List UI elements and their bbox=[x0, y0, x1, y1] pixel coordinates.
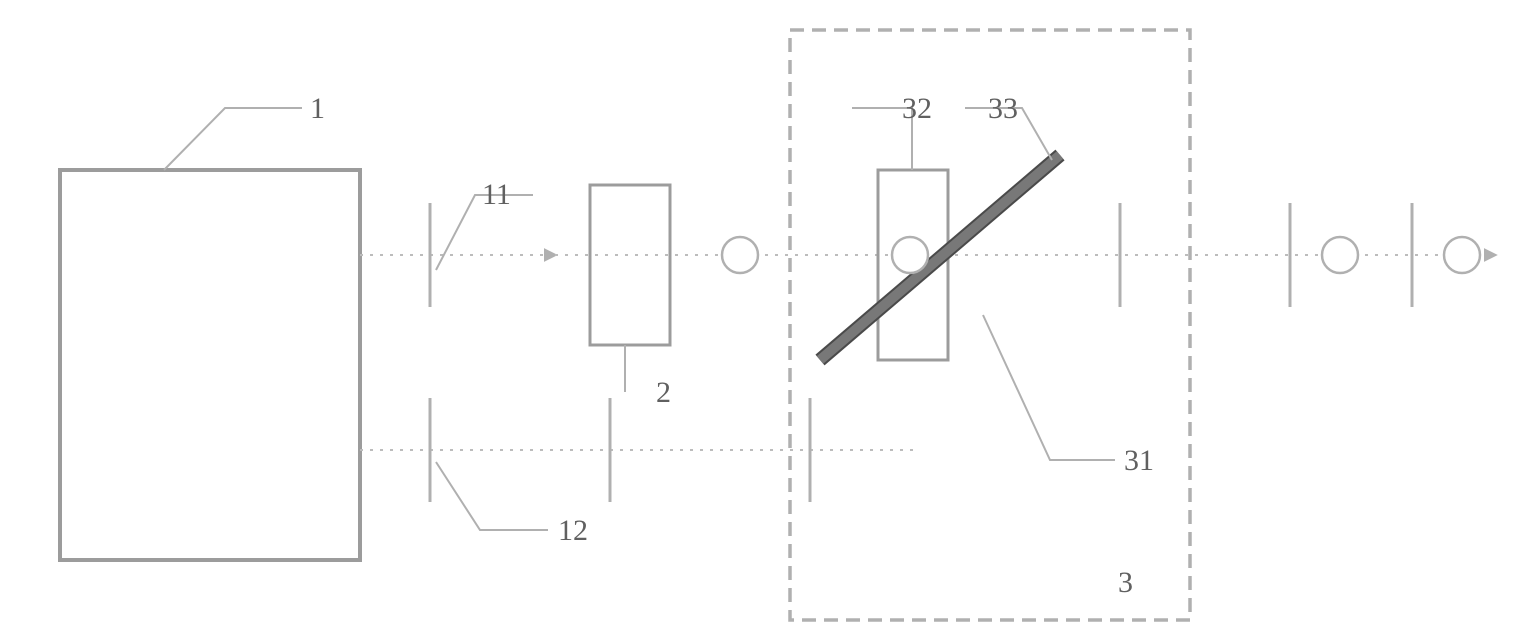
lens-circle-2 bbox=[1322, 237, 1358, 273]
label-32: 32 bbox=[902, 92, 932, 126]
leader-12 bbox=[436, 462, 548, 530]
label-3: 3 bbox=[1118, 566, 1133, 600]
label-33: 33 bbox=[988, 92, 1018, 126]
element-2-box bbox=[590, 185, 670, 345]
label-1: 1 bbox=[310, 92, 325, 126]
leader-1 bbox=[164, 108, 302, 170]
lens-circle-3 bbox=[1444, 237, 1480, 273]
label-2: 2 bbox=[656, 376, 671, 410]
label-11: 11 bbox=[482, 178, 511, 212]
label-12: 12 bbox=[558, 514, 588, 548]
lens-circle-1 bbox=[892, 237, 928, 273]
label-31: 31 bbox=[1124, 444, 1154, 478]
splitter-33 bbox=[820, 155, 1060, 360]
diagram-canvas bbox=[0, 0, 1514, 632]
lens-circle-0 bbox=[722, 237, 758, 273]
leader-31 bbox=[983, 315, 1115, 460]
source-box-1 bbox=[60, 170, 360, 560]
